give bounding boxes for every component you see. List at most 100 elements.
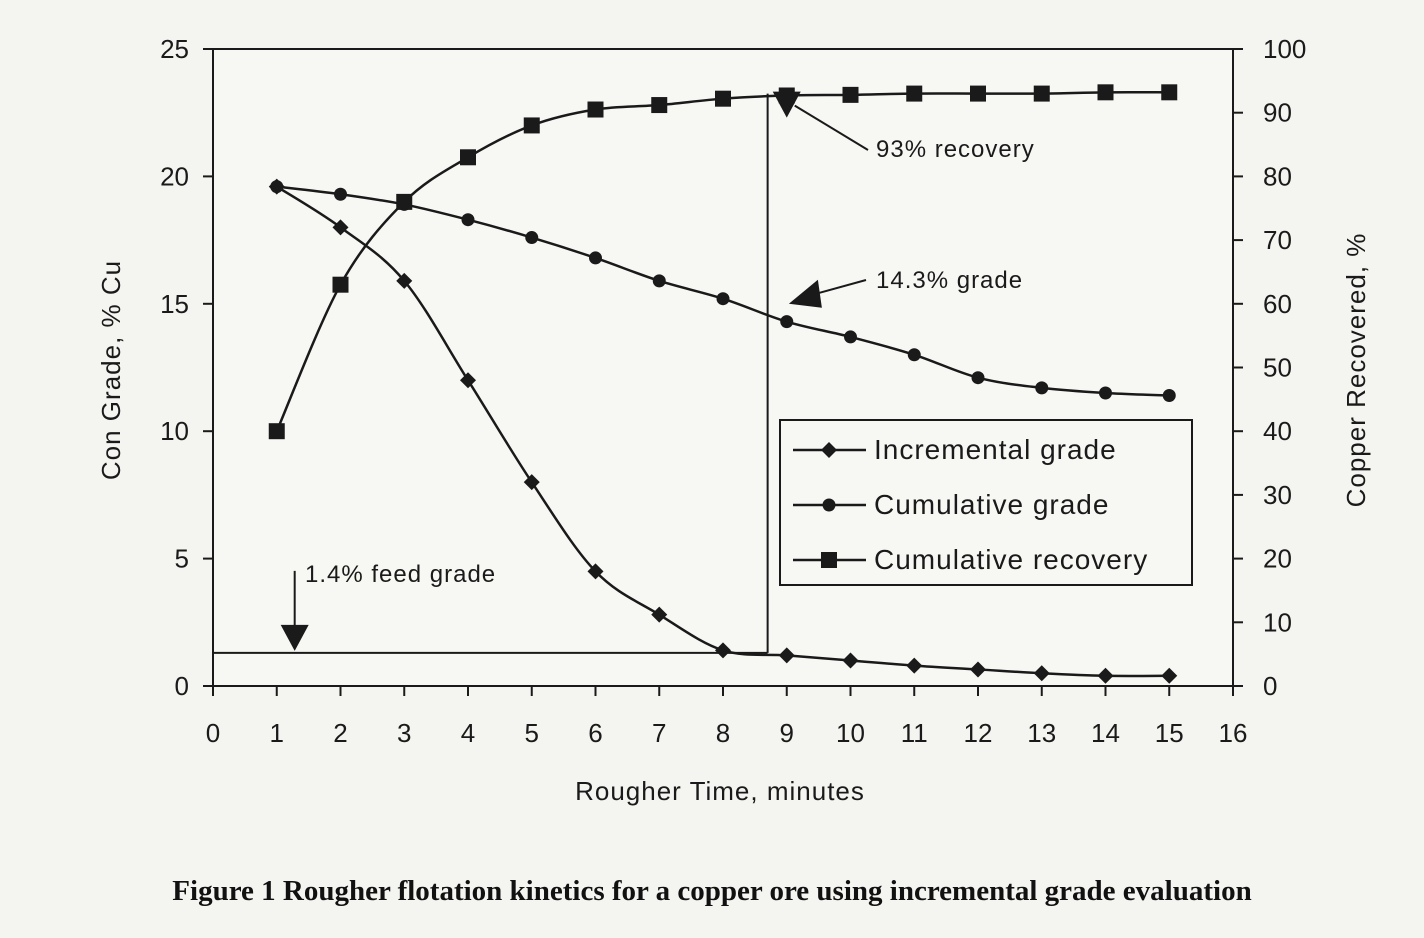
recovery-arrow-line [794, 104, 869, 151]
y-axis-left-label: Con Grade, % Cu [96, 260, 126, 480]
recovery-annotation: 93% recovery [876, 136, 1035, 163]
y-left-tick-label: 20 [160, 161, 189, 191]
cumulative-grade-point [270, 180, 284, 194]
cumulative-recovery-point [715, 90, 731, 107]
legend-label-cumulative-recovery: Cumulative recovery [874, 544, 1148, 575]
x-tick-label: 7 [652, 718, 666, 748]
cumulative-recovery-point [1033, 85, 1050, 102]
incremental-grade-point [715, 642, 731, 659]
cumulative-recovery-point [842, 86, 859, 103]
legend-box [779, 419, 1193, 586]
y-right-tick-label: 50 [1263, 353, 1292, 383]
cumulative-grade-point [716, 292, 730, 306]
y-right-tick-label: 30 [1263, 480, 1292, 510]
legend-marker-incremental-grade [821, 442, 837, 458]
cumulative-grade-point [1035, 381, 1049, 395]
y-right-tick-label: 60 [1263, 289, 1292, 319]
incremental-grade-point [970, 661, 986, 678]
cumulative-recovery-line [275, 90, 1170, 432]
x-tick-label: 14 [1091, 718, 1120, 748]
cumulative-recovery-point [268, 423, 285, 440]
cumulative-grade-point [844, 330, 857, 344]
cumulative-grade-point [971, 371, 985, 385]
y-left-tick-label: 10 [160, 416, 189, 446]
legend-label-incremental-grade: Incremental grade [874, 434, 1117, 465]
incremental-grade-point [332, 219, 349, 236]
cumulative-recovery-point [970, 85, 986, 102]
y-right-tick-label: 0 [1263, 671, 1277, 701]
incremental-grade-point [906, 657, 923, 674]
cumulative-recovery-point [396, 193, 413, 210]
x-tick-label: 9 [780, 718, 794, 748]
y-left-tick-label: 0 [175, 671, 189, 701]
x-tick-label: 1 [270, 718, 284, 748]
cumulative-recovery-point [460, 149, 476, 166]
incremental-grade-point [1097, 667, 1114, 684]
grade-arrow-line [815, 279, 867, 295]
y-right-tick-label: 90 [1263, 98, 1292, 128]
x-tick-label: 4 [461, 718, 475, 748]
incremental-grade-point [460, 372, 476, 389]
x-tick-label: 15 [1155, 718, 1184, 748]
x-tick-label: 5 [525, 718, 539, 748]
y-right-tick-label: 70 [1263, 225, 1292, 255]
feed-grade-arrow-head [280, 624, 309, 651]
y-right-tick-label: 10 [1263, 607, 1292, 637]
figure-caption: Figure 1 Rougher flotation kinetics for … [172, 875, 1251, 907]
incremental-grade-line [276, 185, 1170, 678]
cumulative-recovery-point [1097, 84, 1114, 101]
incremental-grade-point [651, 606, 668, 623]
cumulative-grade-point [334, 187, 347, 201]
cumulative-grade-point [1099, 386, 1112, 400]
cumulative-recovery-point [332, 276, 349, 293]
axes-layer: 0 1 2 3 4 5 6 7 8 9 10 11 12 13 14 15 160510152025010203… [160, 34, 1306, 748]
incremental-grade-point [842, 652, 859, 669]
x-axis-label: Rougher Time, minutes [575, 776, 865, 806]
incremental-grade-point [396, 272, 413, 289]
cumulative-grade-point [589, 251, 602, 265]
grade-arrow-head [788, 279, 822, 308]
incremental-grade-point [587, 563, 604, 580]
y-left-tick-label: 5 [175, 544, 189, 574]
cumulative-recovery-point [587, 101, 604, 118]
incremental-grade-point [1161, 667, 1178, 684]
reference-lines [213, 93, 769, 654]
x-tick-label: 8 [716, 718, 730, 748]
legend-marker-cumulative-recovery [821, 552, 837, 568]
x-tick-label: 16 [1219, 718, 1248, 748]
x-tick-label: 3 [397, 718, 411, 748]
cumulative-recovery-point [523, 117, 540, 134]
incremental-grade-point [778, 647, 795, 664]
plot-area [212, 48, 1234, 687]
feed-grade-annotation: 1.4% feed grade [305, 561, 496, 588]
incremental-grade-point [1033, 665, 1050, 682]
x-tick-label: 2 [333, 718, 347, 748]
annotations-layer: 93% recovery 14.3% grade 1.4% feed grade [280, 91, 1035, 651]
cumulative-grade-point [461, 213, 475, 227]
y-axis-right-label: Copper Recovered, % [1341, 233, 1371, 508]
cumulative-grade-point [652, 274, 666, 288]
x-tick-label: 0 [206, 718, 220, 748]
legend-label-cumulative-grade: Cumulative grade [874, 489, 1109, 520]
x-tick-label: 11 [901, 718, 928, 748]
x-tick-label: 13 [1027, 718, 1056, 748]
y-right-tick-label: 40 [1263, 416, 1292, 446]
x-tick-label: 6 [588, 718, 602, 748]
cumulative-grade-point [1162, 389, 1176, 403]
series-layer [268, 84, 1178, 684]
y-left-tick-label: 15 [160, 289, 189, 319]
y-right-tick-label: 100 [1263, 34, 1306, 64]
cumulative-recovery-point [1161, 84, 1178, 101]
y-right-tick-label: 80 [1263, 161, 1292, 191]
incremental-grade-point [523, 474, 540, 491]
cumulative-grade-point [907, 348, 921, 362]
y-left-tick-label: 25 [160, 34, 189, 64]
grade-annotation: 14.3% grade [876, 267, 1023, 294]
legend: Incremental grade Cumulative grade Cumulat… [779, 419, 1193, 586]
legend-marker-cumulative-grade [822, 498, 836, 512]
cumulative-recovery-point [906, 85, 923, 102]
y-right-tick-label: 20 [1263, 544, 1292, 574]
cumulative-grade-point [780, 315, 794, 329]
x-tick-label: 12 [964, 718, 993, 748]
